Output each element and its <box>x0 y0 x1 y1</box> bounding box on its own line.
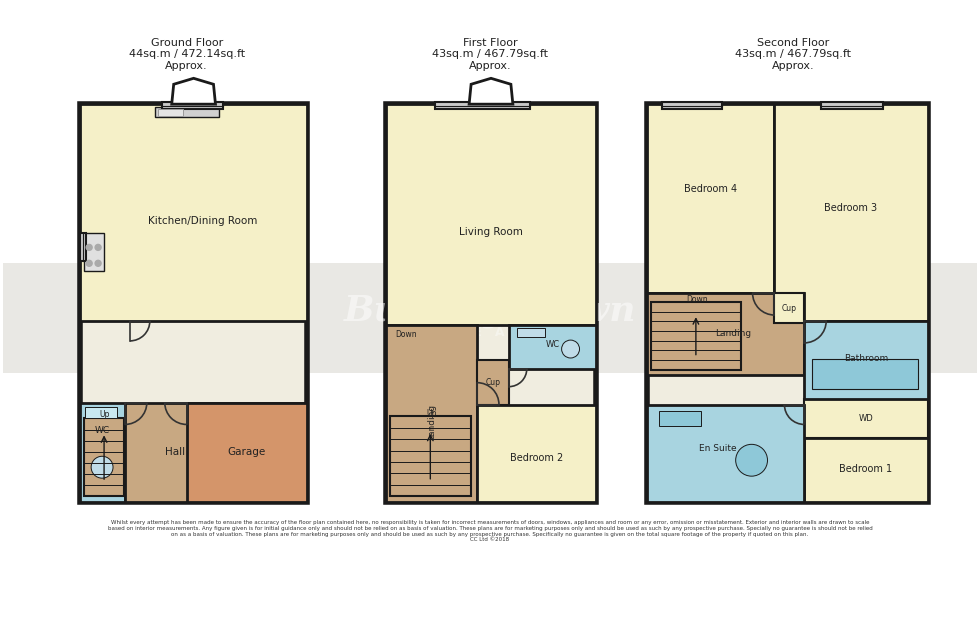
Bar <box>186 403 307 502</box>
Bar <box>389 417 471 496</box>
Bar <box>84 419 124 496</box>
Text: En Suite: En Suite <box>699 444 737 453</box>
Bar <box>85 406 117 419</box>
Text: Down: Down <box>396 330 417 340</box>
Text: Cup: Cup <box>782 304 797 313</box>
Bar <box>125 403 307 502</box>
Bar <box>84 233 104 271</box>
Text: Landing: Landing <box>427 404 436 440</box>
Text: Up: Up <box>426 409 436 418</box>
Text: Bedroom 4: Bedroom 4 <box>684 184 737 194</box>
Text: Bedroom 1: Bedroom 1 <box>840 464 893 474</box>
Bar <box>80 104 307 321</box>
Text: Second Floor
43sq.m / 467.79sq.ft
Approx.: Second Floor 43sq.m / 467.79sq.ft Approx… <box>735 38 852 71</box>
Text: WC: WC <box>95 426 110 435</box>
Bar <box>805 321 928 399</box>
Text: E S T A T E   A G E N T S: E S T A T E A G E N T S <box>407 326 573 340</box>
Bar <box>80 403 125 502</box>
Text: WD: WD <box>858 414 873 423</box>
Bar <box>647 104 928 502</box>
Circle shape <box>86 244 92 251</box>
Bar <box>158 109 182 116</box>
Bar <box>162 102 223 109</box>
Bar <box>385 104 597 325</box>
Bar <box>477 360 509 404</box>
Bar <box>662 102 721 109</box>
Circle shape <box>562 340 579 358</box>
Circle shape <box>736 444 767 476</box>
Bar <box>651 302 741 370</box>
Bar <box>435 102 530 109</box>
Text: Bedroom 2: Bedroom 2 <box>511 453 564 463</box>
Text: Kitchen/Dining Room: Kitchen/Dining Room <box>148 216 258 226</box>
Bar <box>509 325 597 369</box>
Bar <box>660 410 701 426</box>
Bar <box>516 328 545 337</box>
Text: Down: Down <box>686 295 708 304</box>
Bar <box>385 104 597 502</box>
Bar <box>80 104 307 502</box>
Bar <box>647 104 774 293</box>
Bar <box>647 404 805 502</box>
Bar <box>155 107 220 117</box>
Bar <box>805 438 928 502</box>
Bar <box>805 399 928 438</box>
Circle shape <box>95 244 101 251</box>
Text: Bathroom: Bathroom <box>844 354 888 363</box>
Text: Whilst every attempt has been made to ensure the accuracy of the floor plan cont: Whilst every attempt has been made to en… <box>108 520 872 542</box>
Circle shape <box>91 456 113 478</box>
Circle shape <box>86 260 92 266</box>
Text: Cup: Cup <box>485 378 501 387</box>
Text: Garage: Garage <box>227 447 266 457</box>
Text: Living Room: Living Room <box>459 228 523 237</box>
Text: Hall: Hall <box>165 447 185 457</box>
Bar <box>647 293 805 375</box>
Bar <box>774 104 928 321</box>
Bar <box>821 102 883 109</box>
Circle shape <box>95 260 101 266</box>
Bar <box>385 325 477 502</box>
Bar <box>774 293 805 323</box>
Bar <box>812 359 917 388</box>
Text: First Floor
43sq.m / 467.79sq.ft
Approx.: First Floor 43sq.m / 467.79sq.ft Approx. <box>432 38 548 71</box>
Polygon shape <box>172 78 216 104</box>
Text: Ground Floor
44sq.m / 472.14sq.ft
Approx.: Ground Floor 44sq.m / 472.14sq.ft Approx… <box>128 38 245 71</box>
Text: Bedroom 3: Bedroom 3 <box>824 203 878 213</box>
Bar <box>80 233 86 262</box>
Text: BuckleyBrown: BuckleyBrown <box>344 294 636 328</box>
Bar <box>3 263 977 372</box>
Bar <box>477 404 597 502</box>
Polygon shape <box>469 78 513 104</box>
Text: Up: Up <box>99 410 109 419</box>
Text: Landing: Landing <box>715 329 752 338</box>
Text: WC: WC <box>546 340 560 349</box>
